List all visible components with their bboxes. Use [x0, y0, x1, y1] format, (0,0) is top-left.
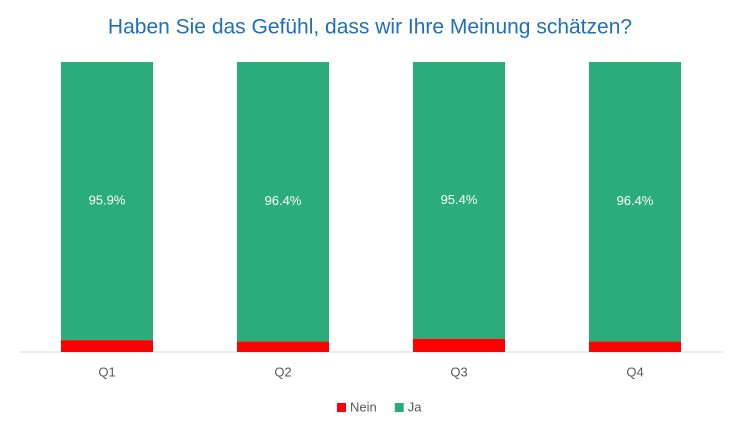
bar-segment [61, 62, 153, 341]
legend-swatch [337, 403, 346, 412]
data-label: 96.4% [265, 193, 302, 208]
data-label: 95.4% [441, 192, 478, 207]
data-label: 96.4% [617, 193, 654, 208]
bar-segment [413, 338, 505, 352]
x-tick-label: Q1 [98, 364, 115, 379]
legend-swatch [394, 403, 404, 412]
legend-label: Ja [408, 399, 423, 414]
bar-segment [237, 62, 329, 342]
bar-segment [237, 341, 329, 352]
legend-label: Nein [350, 399, 377, 414]
data-label: 95.9% [89, 192, 126, 207]
chart-title: Haben Sie das Gefühl, dass wir Ihre Mein… [108, 16, 632, 39]
bar-segment [413, 62, 505, 339]
bar-segment [589, 341, 681, 352]
bar-segment [61, 340, 153, 352]
bar-segment [589, 62, 681, 342]
x-tick-label: Q4 [626, 364, 643, 379]
x-tick-label: Q2 [274, 364, 291, 379]
x-tick-label: Q3 [450, 364, 467, 379]
